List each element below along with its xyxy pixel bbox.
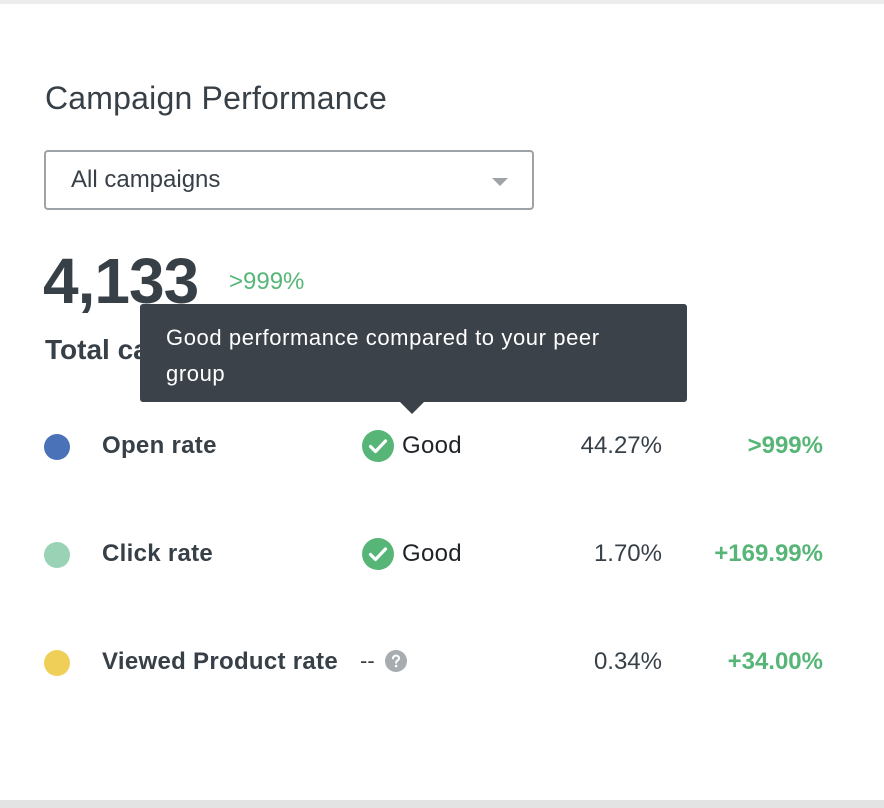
series-dot	[44, 434, 70, 460]
status-label: Good	[402, 432, 462, 459]
check-circle-icon	[362, 538, 394, 570]
card-title: Campaign Performance	[45, 80, 387, 116]
check-circle-icon	[362, 430, 394, 462]
chevron-down-icon	[492, 178, 508, 186]
total-label: Total ca	[45, 334, 149, 365]
series-dot	[44, 542, 70, 568]
metric-row-viewed-product-rate: Viewed Product rate -- 0.34% +34.00%	[0, 638, 884, 688]
tooltip: Good performance compared to your peer g…	[140, 304, 687, 402]
campaign-filter-select[interactable]: All campaigns	[44, 150, 534, 210]
metric-row-open-rate: Open rate Good 44.27% >999%	[0, 422, 884, 472]
metric-change: +34.00%	[727, 648, 823, 675]
status-label: --	[360, 648, 375, 673]
campaign-performance-card: Campaign Performance All campaigns 4,133…	[0, 4, 884, 800]
total-change: >999%	[229, 268, 305, 295]
question-icon[interactable]	[384, 650, 407, 672]
status-label: Good	[402, 540, 462, 567]
series-dot	[44, 650, 70, 676]
metric-name: Click rate	[102, 540, 214, 567]
metric-change: >999%	[747, 432, 823, 459]
metric-row-click-rate: Click rate Good 1.70% +169.99%	[0, 530, 884, 580]
metric-change: +169.99%	[714, 540, 823, 567]
metric-name: Open rate	[102, 432, 217, 459]
campaign-filter-value: All campaigns	[71, 166, 221, 193]
divider	[0, 800, 884, 808]
metric-rate: 44.27%	[580, 432, 662, 459]
status-indicator[interactable]: Good	[361, 537, 462, 571]
tooltip-arrow	[400, 402, 424, 414]
metric-name: Viewed Product rate	[102, 648, 338, 675]
status-indicator[interactable]: Good	[361, 429, 462, 463]
metric-rate: 1.70%	[593, 540, 662, 567]
metric-rate: 0.34%	[593, 648, 662, 675]
status-indicator: --	[360, 648, 407, 674]
